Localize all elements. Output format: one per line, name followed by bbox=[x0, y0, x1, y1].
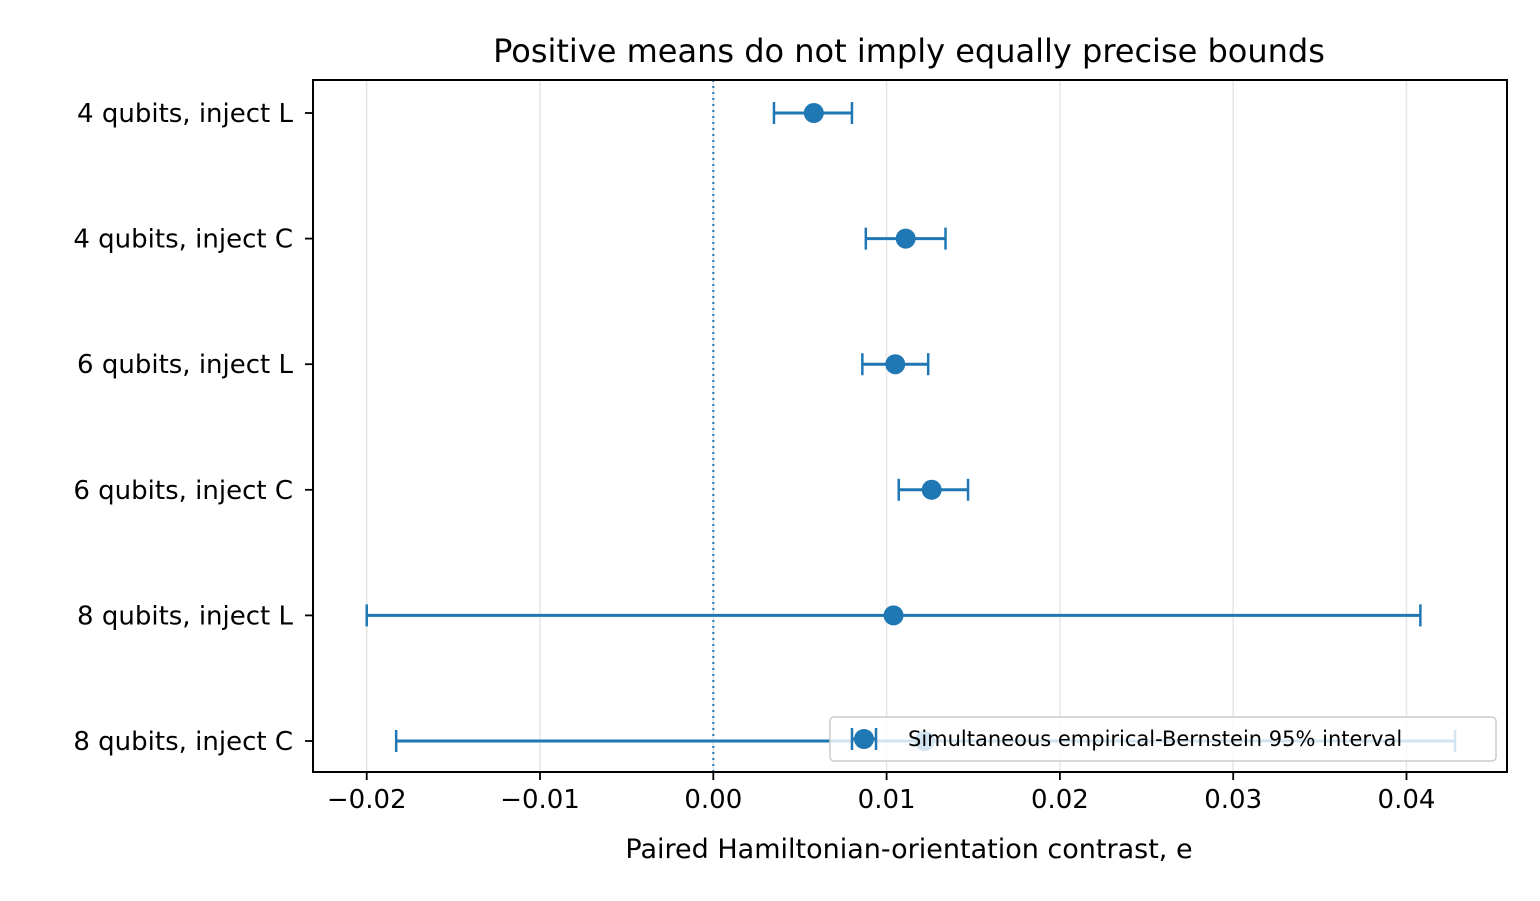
legend-box bbox=[829, 716, 1497, 762]
y-tick-label: 8 qubits, inject L bbox=[77, 601, 293, 631]
data-point-group bbox=[772, 102, 854, 124]
data-point-group bbox=[365, 604, 1422, 627]
data-point bbox=[885, 354, 906, 375]
x-tick-label: 0.04 bbox=[1378, 785, 1436, 815]
plot-area-frame bbox=[312, 79, 1508, 773]
y-tick-label: 4 qubits, inject C bbox=[73, 225, 293, 255]
legend: Simultaneous empirical-Bernstein 95% int… bbox=[829, 716, 1497, 762]
data-point-group bbox=[897, 478, 970, 501]
data-point bbox=[895, 228, 916, 249]
data-point bbox=[803, 103, 824, 123]
chart-title: Positive means do not imply equally prec… bbox=[493, 32, 1325, 70]
y-tick-label: 6 qubits, inject C bbox=[73, 476, 293, 506]
series-points bbox=[365, 102, 1457, 752]
grid-lines bbox=[365, 80, 1408, 772]
x-tick-label: 0.00 bbox=[684, 785, 742, 815]
y-axis-ticks: 4 qubits, inject L 4 qubits, inject C 6 qu… bbox=[73, 99, 313, 757]
data-point-group bbox=[864, 227, 947, 250]
x-tick-label: 0.01 bbox=[858, 785, 916, 815]
y-tick-label: 8 qubits, inject C bbox=[73, 727, 293, 757]
legend-label: Simultaneous empirical-Bernstein 95% int… bbox=[908, 727, 1402, 751]
legend-dot bbox=[854, 729, 874, 749]
y-tick-label: 6 qubits, inject L bbox=[77, 350, 293, 380]
legend-marker bbox=[850, 728, 878, 750]
data-point-group bbox=[861, 353, 930, 376]
x-tick-label: 0.03 bbox=[1204, 785, 1262, 815]
x-axis-title: Paired Hamiltonian-orientation contrast,… bbox=[625, 834, 1192, 865]
y-tick-label: 4 qubits, inject L bbox=[77, 99, 293, 129]
x-tick-label: −0.01 bbox=[500, 785, 580, 815]
x-tick-label: −0.02 bbox=[327, 785, 407, 815]
data-point bbox=[921, 479, 942, 500]
x-axis-ticks: −0.02 −0.01 0.00 0.01 0.02 0.03 0.04 bbox=[327, 772, 1436, 815]
data-point bbox=[883, 605, 904, 626]
x-tick-label: 0.02 bbox=[1031, 785, 1089, 815]
